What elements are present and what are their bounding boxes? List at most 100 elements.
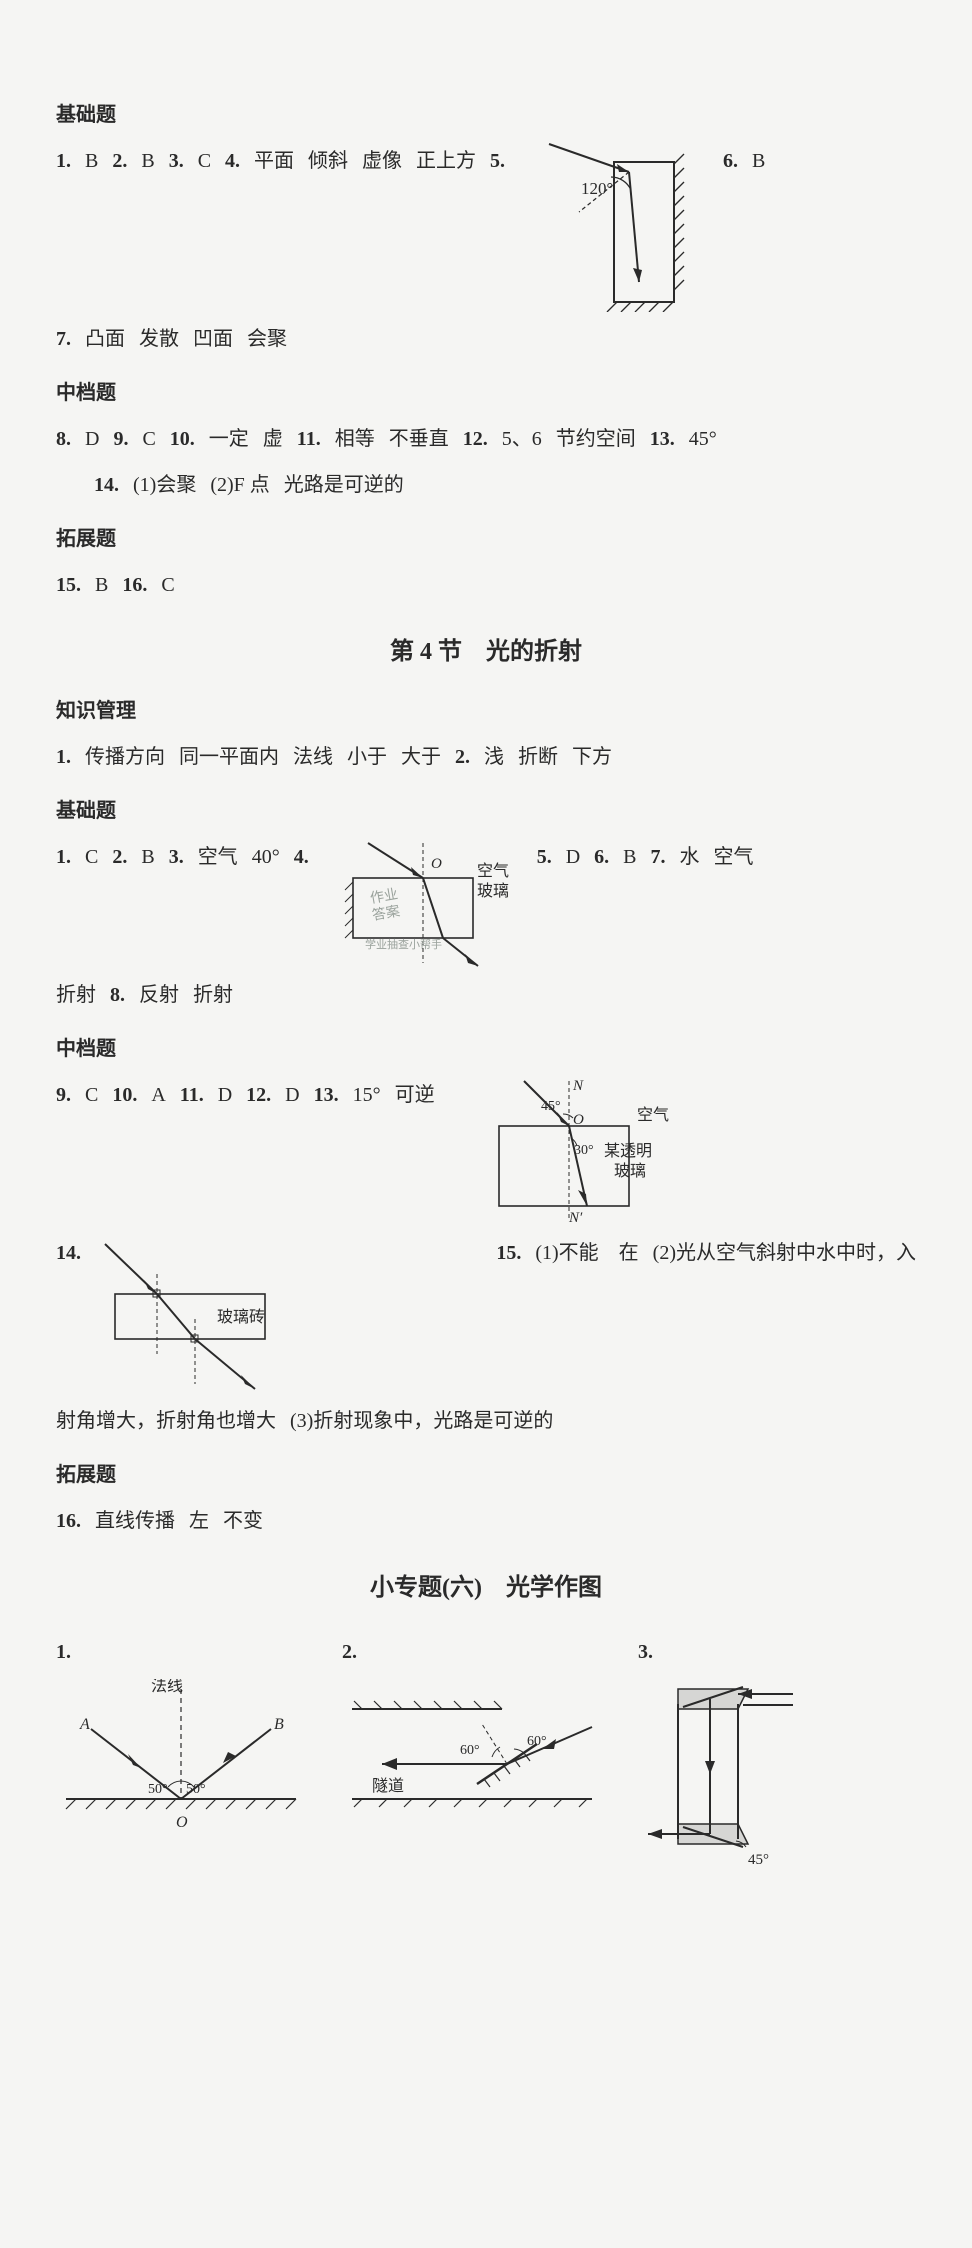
q10n: 10. xyxy=(170,420,195,458)
q1: B xyxy=(85,142,98,180)
q1n: 1. xyxy=(56,142,71,180)
q7b: 发散 xyxy=(139,320,179,358)
q15b-1: (1)不能 在 xyxy=(535,1234,638,1272)
svg-text:50°: 50° xyxy=(186,1782,206,1797)
section4-title: 第 4 节 光的折射 xyxy=(56,630,916,676)
tz1-l1: 15. B 16. C xyxy=(56,566,916,604)
q15: B xyxy=(95,566,108,604)
q15b-4: (3)折射现象中，光路是可逆的 xyxy=(290,1402,553,1440)
sp-q2n: 2. xyxy=(342,1633,357,1671)
j2-q8n: 8. xyxy=(110,976,125,1014)
svg-text:空气: 空气 xyxy=(637,1106,669,1124)
j2-q5n: 5. xyxy=(537,838,552,876)
q11b: 不垂直 xyxy=(389,420,449,458)
q12a: 5、6 xyxy=(502,420,542,458)
q14c: 光路是可逆的 xyxy=(284,466,404,504)
zhishi-l1: 1. 传播方向 同一平面内 法线 小于 大于 2. 浅 折断 下方 xyxy=(56,738,916,776)
j2-q3b: 40° xyxy=(252,838,280,876)
svg-text:45°: 45° xyxy=(748,1852,769,1868)
q15b-2: (2)光从空气斜射中水中时，入 xyxy=(653,1234,916,1272)
j2-q6n: 6. xyxy=(594,838,609,876)
z2-q12n: 12. xyxy=(246,1076,271,1114)
jichu2-l2: 折射 8. 反射 折射 xyxy=(56,976,916,1014)
zd1-l1: 8. D 9. C 10. 一定 虚 11. 相等 不垂直 12. 5、6 节约… xyxy=(56,420,916,458)
j2-q7b: 空气 xyxy=(713,838,753,876)
zd2-l1: 9. C 10. A 11. D 12. D 13. 15° 可逆 N 45° … xyxy=(56,1076,916,1226)
q5n: 5. xyxy=(490,142,505,180)
svg-text:玻璃砖: 玻璃砖 xyxy=(217,1308,265,1326)
fig4b: O 空气 玻璃 作业 答案 学业抽查小帮手 xyxy=(323,838,523,968)
fig13: N 45° O 30° N′ 空气 某透明 玻璃 xyxy=(469,1076,699,1226)
q6: B xyxy=(752,142,765,180)
svg-text:隧道: 隧道 xyxy=(372,1777,404,1795)
zs-q2n: 2. xyxy=(455,738,470,776)
special-fig1: 1. xyxy=(56,1625,306,1839)
zs-q1b: 同一平面内 xyxy=(179,738,279,776)
q12b: 节约空间 xyxy=(556,420,636,458)
svg-text:玻璃: 玻璃 xyxy=(614,1162,646,1180)
z2-q12: D xyxy=(285,1076,299,1114)
z2-q11n: 11. xyxy=(180,1076,204,1114)
q14b: (2)F 点 xyxy=(210,466,269,504)
q8: D xyxy=(85,420,99,458)
j2-q4n: 4. xyxy=(294,838,309,876)
svg-text:O: O xyxy=(573,1112,584,1128)
zs-q1d: 小于 xyxy=(347,738,387,776)
zd1-l2: 14. (1)会聚 (2)F 点 光路是可逆的 xyxy=(94,466,916,504)
svg-text:某透明: 某透明 xyxy=(604,1142,652,1160)
j2-q3a: 空气 xyxy=(198,838,238,876)
q14a: (1)会聚 xyxy=(133,466,196,504)
q11n: 11. xyxy=(297,420,321,458)
j2-q2: B xyxy=(141,838,154,876)
j2-q2n: 2. xyxy=(112,838,127,876)
zhongdang2-header: 中档题 xyxy=(56,1030,916,1068)
svg-text:法线: 法线 xyxy=(151,1679,183,1695)
q4a: 平面 xyxy=(254,142,294,180)
sp-q3n: 3. xyxy=(638,1633,653,1671)
q4n: 4. xyxy=(225,142,240,180)
q8n: 8. xyxy=(56,420,71,458)
z2-q13a: 15° xyxy=(353,1076,381,1114)
q14n-b: 14. xyxy=(56,1234,81,1272)
q7n: 7. xyxy=(56,320,71,358)
zhishi-header: 知识管理 xyxy=(56,692,916,730)
j2-q5: D xyxy=(566,838,580,876)
q10b: 虚 xyxy=(263,420,283,458)
svg-text:60°: 60° xyxy=(460,1743,480,1758)
svg-text:O: O xyxy=(176,1814,188,1831)
zs-q1c: 法线 xyxy=(293,738,333,776)
tz2-q16c: 不变 xyxy=(223,1502,263,1540)
special-title: 小专题(六) 光学作图 xyxy=(56,1566,916,1612)
j2-l2a: 折射 xyxy=(56,976,96,1014)
jichu1-line1: 1. B 2. B 3. C 4. 平面 倾斜 虚像 正上方 5. xyxy=(56,142,916,312)
q9n: 9. xyxy=(113,420,128,458)
z2-q11: D xyxy=(218,1076,232,1114)
svg-text:60°: 60° xyxy=(527,1734,547,1749)
j2-q7a: 水 xyxy=(679,838,699,876)
fig5: 120° xyxy=(519,142,709,312)
q10a: 一定 xyxy=(209,420,249,458)
q13n: 13. xyxy=(650,420,675,458)
zs-q1a: 传播方向 xyxy=(85,738,165,776)
q12n: 12. xyxy=(463,420,488,458)
tuozhan2-header: 拓展题 xyxy=(56,1456,916,1494)
fig14: 玻璃砖 xyxy=(95,1234,325,1394)
zhongdang1-header: 中档题 xyxy=(56,374,916,412)
q15n-b: 15. xyxy=(496,1234,521,1272)
special-fig3: 3. 45° xyxy=(638,1625,798,1869)
tz2-l1: 16. 直线传播 左 不变 xyxy=(56,1502,916,1540)
zd2-l3: 射角增大，折射角也增大 (3)折射现象中，光路是可逆的 xyxy=(56,1402,916,1440)
z2-q13n: 13. xyxy=(314,1076,339,1114)
special-fig2: 2. xyxy=(342,1625,602,1839)
jichu1-line2: 7. 凸面 发散 凹面 会聚 xyxy=(56,320,916,358)
z2-q9n: 9. xyxy=(56,1076,71,1114)
q13: 45° xyxy=(689,420,717,458)
q6n: 6. xyxy=(723,142,738,180)
svg-text:45°: 45° xyxy=(541,1099,561,1114)
svg-text:A: A xyxy=(79,1716,90,1733)
q2n: 2. xyxy=(112,142,127,180)
z2-q10n: 10. xyxy=(112,1076,137,1114)
j2-q1: C xyxy=(85,838,98,876)
q16n: 16. xyxy=(122,566,147,604)
zd2-l2: 14. 玻璃砖 15. (1)不能 在 (2)光从空气斜射中水中时，入 xyxy=(56,1234,916,1394)
